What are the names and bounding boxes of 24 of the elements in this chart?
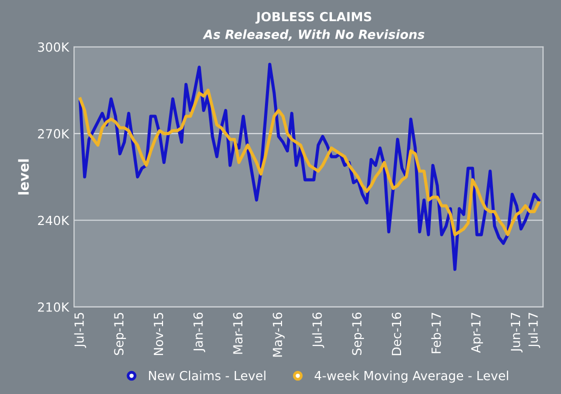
x-tick-label: Feb-17	[431, 312, 441, 354]
x-tick-label: Jun-17	[510, 312, 523, 352]
x-tick-label: Sep-15	[114, 312, 126, 355]
x-tick-label: Apr-17	[471, 312, 483, 353]
x-tick-label: May-16	[272, 312, 285, 357]
y-tick-label: 270K	[38, 129, 70, 138]
x-tick-label: Sep-16	[352, 312, 364, 355]
y-tick-label: 300K	[38, 42, 70, 52]
x-tick-label: Jul-16	[312, 312, 324, 348]
y-tick-label: 240K	[38, 216, 70, 226]
x-tick-label: Mar-16	[233, 312, 243, 354]
y-axis-title: level	[18, 159, 29, 194]
line-series	[78, 88, 540, 236]
x-tick-label: Nov-15	[154, 312, 164, 356]
chart-subtitle: As Released, With No Revisions	[202, 29, 424, 41]
legend-label: 4-week Moving Average - Level	[314, 370, 508, 383]
x-tick-label: Jul-17	[528, 312, 540, 348]
x-tick-label: Jul-15	[74, 312, 86, 348]
legend-label: New Claims - Level	[149, 370, 266, 380]
y-tick-label: 210K	[38, 302, 70, 312]
x-tick-label: Dec-16	[392, 312, 402, 356]
x-tick-label: Jan-16	[193, 312, 206, 352]
line-series	[78, 62, 540, 271]
chart-title: JOBLESS CLAIMS	[255, 12, 372, 24]
